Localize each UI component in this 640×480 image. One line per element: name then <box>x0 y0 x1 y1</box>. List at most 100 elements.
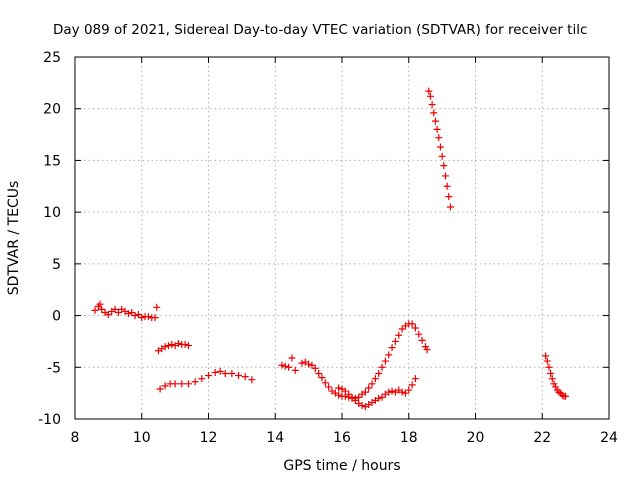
data-point <box>434 126 441 133</box>
data-point <box>182 341 189 348</box>
data-point <box>292 367 299 374</box>
series-track-b <box>155 340 192 354</box>
x-tick-label: 8 <box>71 430 80 446</box>
data-point <box>298 360 305 367</box>
x-tick-label: 10 <box>133 430 151 446</box>
data-point <box>322 379 329 386</box>
data-point <box>435 134 442 141</box>
data-point <box>389 388 396 395</box>
x-axis-label: GPS time / hours <box>283 458 400 474</box>
data-point <box>278 362 285 369</box>
series-track-d <box>278 354 298 373</box>
data-point <box>544 358 551 365</box>
y-tick-label: -5 <box>47 360 61 376</box>
y-tick-label: -10 <box>38 412 61 428</box>
data-point <box>248 376 255 383</box>
y-tick-label: 25 <box>43 50 61 66</box>
data-point <box>355 394 362 401</box>
data-point <box>128 309 135 316</box>
data-point <box>178 380 185 387</box>
data-point <box>282 363 289 370</box>
data-point <box>409 381 416 388</box>
data-point <box>98 306 105 313</box>
series-track-a <box>92 301 161 321</box>
x-tick-label: 14 <box>266 430 284 446</box>
data-point <box>437 143 444 150</box>
y-tick-label: 20 <box>43 102 61 118</box>
data-point <box>422 343 429 350</box>
data-point <box>115 309 122 316</box>
data-point <box>185 380 192 387</box>
data-point <box>335 384 342 391</box>
data-point <box>430 109 437 116</box>
data-point <box>198 375 205 382</box>
data-point <box>235 372 242 379</box>
data-point <box>412 375 419 382</box>
data-point <box>288 354 295 361</box>
data-point <box>372 375 379 382</box>
data-point <box>444 183 451 190</box>
data-point <box>132 312 139 319</box>
data-point <box>379 394 386 401</box>
data-point <box>392 338 399 345</box>
data-point <box>145 313 152 320</box>
y-tick-label: 15 <box>43 153 61 169</box>
chart-title: Day 089 of 2021, Sidereal Day-to-day VTE… <box>53 22 587 38</box>
y-tick-label: 0 <box>52 309 61 325</box>
data-point <box>318 374 325 381</box>
data-points <box>92 88 570 410</box>
grid <box>75 57 609 419</box>
data-point <box>412 324 419 331</box>
data-point <box>228 370 235 377</box>
data-point <box>402 390 409 397</box>
data-point <box>242 373 249 380</box>
data-point <box>395 332 402 339</box>
data-point <box>550 380 557 387</box>
data-point <box>419 337 426 344</box>
y-tick-label: 10 <box>43 205 61 221</box>
data-point <box>379 364 386 371</box>
data-point <box>205 372 212 379</box>
data-point <box>432 118 439 125</box>
series-track-g <box>425 88 454 211</box>
data-point <box>192 378 199 385</box>
y-tick-label: 5 <box>52 257 61 273</box>
y-axis-label: SDTVAR / TECUs <box>6 181 22 296</box>
data-point <box>185 342 192 349</box>
data-point <box>447 203 454 210</box>
x-tick-label: 24 <box>600 430 618 446</box>
data-point <box>157 386 164 393</box>
series-track-f <box>335 375 419 410</box>
x-tick-label: 16 <box>333 430 351 446</box>
data-point <box>153 304 160 311</box>
data-point <box>549 375 556 382</box>
data-point <box>212 369 219 376</box>
data-point <box>135 311 142 318</box>
x-tick-label: 22 <box>533 430 551 446</box>
data-point <box>445 193 452 200</box>
data-point <box>409 320 416 327</box>
data-point <box>424 346 431 353</box>
data-point <box>389 344 396 351</box>
data-point <box>369 380 376 387</box>
data-point <box>542 352 549 359</box>
data-point <box>382 358 389 365</box>
data-point <box>312 365 319 372</box>
data-point <box>172 380 179 387</box>
data-point <box>385 351 392 358</box>
data-point <box>285 364 292 371</box>
data-point <box>547 370 554 377</box>
data-point <box>429 101 436 108</box>
x-tick-label: 20 <box>467 430 485 446</box>
series-track-c <box>157 368 256 393</box>
data-point <box>375 370 382 377</box>
data-point <box>92 307 99 314</box>
data-point <box>427 93 434 100</box>
data-point <box>315 370 322 377</box>
data-point <box>405 387 412 394</box>
chart: Day 089 of 2021, Sidereal Day-to-day VTE… <box>0 0 640 480</box>
data-point <box>325 383 332 390</box>
data-point <box>425 88 432 95</box>
series-track-h <box>542 352 569 399</box>
data-point <box>365 384 372 391</box>
